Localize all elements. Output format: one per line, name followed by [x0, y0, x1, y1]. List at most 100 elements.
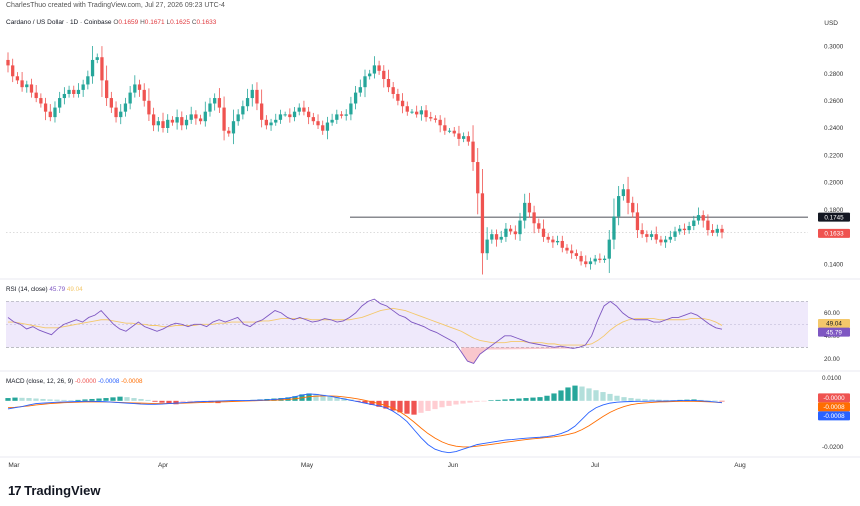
candle — [476, 162, 480, 194]
macd-histogram-bar — [551, 393, 557, 401]
macd-histogram-bar — [96, 398, 102, 401]
macd-histogram-bar — [33, 398, 39, 401]
rsi-line — [7, 298, 723, 364]
candle — [241, 106, 245, 115]
candle — [663, 239, 668, 243]
candle — [330, 119, 334, 123]
macd-histogram-bar — [362, 400, 368, 404]
macd-histogram-bar — [719, 400, 725, 402]
macd-signal-tag-bg — [818, 402, 850, 412]
macd-histogram-bar — [621, 397, 627, 401]
macd-histogram-bar — [712, 400, 718, 402]
rsi-tick-label: 20.00 — [824, 356, 840, 363]
candle — [391, 87, 395, 94]
rsi-ma-value: 49.04 — [66, 286, 83, 293]
macd-histogram-bar — [89, 398, 95, 401]
price-axis: 0.3000 0.2800 0.2600 0.2400 0.2200 0.2000 0.18… — [822, 44, 844, 452]
macd-histogram-bar — [341, 398, 347, 401]
candle — [617, 196, 621, 217]
macd-histogram-bar — [565, 387, 571, 401]
candle — [396, 93, 400, 101]
candle — [452, 130, 456, 134]
candle — [372, 65, 377, 74]
candle — [523, 202, 527, 221]
candle — [368, 73, 372, 77]
close-value: 0.1633 — [196, 19, 217, 26]
candle — [175, 117, 179, 123]
candle — [15, 76, 20, 81]
candle — [720, 228, 724, 233]
candle — [217, 98, 222, 108]
candle — [86, 76, 90, 85]
candle — [189, 114, 193, 120]
candle — [532, 212, 536, 224]
candle — [560, 240, 564, 248]
macd-histogram-bar — [663, 399, 669, 401]
candle — [692, 220, 696, 226]
candle — [710, 230, 715, 233]
horizontal-level-tag-bg — [818, 212, 850, 222]
macd-histogram-bar — [19, 397, 25, 401]
macd-histogram-bar — [642, 399, 648, 401]
macd-hist-value: -0.0000 — [74, 378, 97, 385]
candle — [588, 261, 593, 265]
macd-histogram-bar — [516, 398, 522, 401]
price-tick-label: 0.1400 — [824, 261, 844, 268]
macd-histogram-bar — [54, 399, 60, 401]
candle — [626, 189, 630, 203]
candle — [678, 228, 682, 232]
macd-histogram-bar — [173, 400, 179, 405]
macd-signal-line — [7, 395, 723, 448]
macd-hist-tag: -0.0000 — [823, 395, 845, 402]
macd-histogram-bar — [397, 400, 403, 413]
macd-histogram-bar — [166, 400, 172, 404]
candle — [668, 236, 672, 240]
macd-histogram-bar — [180, 400, 186, 404]
last-price-tag-bg — [818, 228, 850, 238]
time-axis: Mar Apr May Jun Jul Aug — [8, 462, 746, 469]
price-tick-label: 0.2800 — [824, 71, 844, 78]
candle — [58, 98, 62, 108]
candle — [67, 89, 71, 94]
symbol-label: Cardano / US Dollar · 1D · Coinbase — [6, 19, 112, 26]
candle — [504, 228, 508, 237]
candle — [335, 114, 339, 120]
macd-histogram-bar — [404, 400, 410, 414]
macd-histogram-bar — [593, 390, 599, 401]
candle — [170, 119, 175, 123]
macd-histogram-bar — [656, 399, 662, 401]
candle — [457, 133, 461, 139]
candle — [574, 253, 579, 256]
candle — [579, 255, 583, 262]
candle — [386, 79, 391, 88]
candle — [114, 107, 118, 118]
macd-histogram-bar — [131, 398, 137, 401]
macd-histogram-bar — [460, 400, 466, 404]
high-label: H — [140, 19, 145, 26]
candle — [137, 84, 142, 90]
macd-histogram-bar — [537, 397, 543, 401]
candle — [485, 239, 489, 254]
candle — [602, 258, 607, 261]
candle — [43, 103, 48, 112]
macd-histogram-bar — [110, 397, 116, 401]
currency-label: USD — [824, 20, 838, 27]
time-tick-label: Jun — [448, 462, 459, 469]
macd-histogram-bar — [320, 394, 326, 401]
candle — [29, 84, 34, 93]
macd-tag: -0.0008 — [823, 413, 845, 420]
high-value: 0.1671 — [144, 19, 165, 26]
macd-histogram-bar — [509, 398, 515, 401]
macd-hist-tag-bg — [818, 393, 850, 403]
macd-histogram-bar — [572, 385, 578, 401]
rsi-tag-bg — [818, 327, 850, 337]
macd-histogram-bar — [544, 395, 550, 401]
candle — [72, 89, 76, 94]
candle — [76, 89, 81, 94]
macd-histogram-bar — [607, 393, 613, 401]
candle — [128, 92, 132, 104]
candle — [81, 84, 85, 90]
candle — [255, 89, 259, 104]
macd-histogram-bar — [103, 398, 109, 401]
